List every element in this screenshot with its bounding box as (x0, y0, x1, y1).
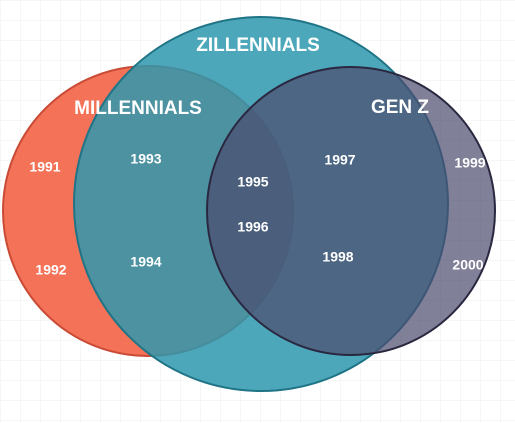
year: 1992 (35, 262, 66, 278)
year: 1995 (237, 174, 268, 190)
year: 1999 (454, 155, 485, 171)
year: 1997 (324, 152, 355, 168)
year: 1991 (29, 159, 60, 175)
year: 1998 (322, 249, 353, 265)
set-label: ZILLENNIALS (196, 35, 320, 56)
set-label: GEN Z (371, 97, 429, 118)
set-label: MILLENNIALS (74, 98, 202, 119)
year: 1993 (130, 151, 161, 167)
year: 2000 (452, 257, 483, 273)
year: 1994 (130, 254, 161, 270)
gen-z-circle (206, 66, 496, 356)
year: 1996 (237, 219, 268, 235)
